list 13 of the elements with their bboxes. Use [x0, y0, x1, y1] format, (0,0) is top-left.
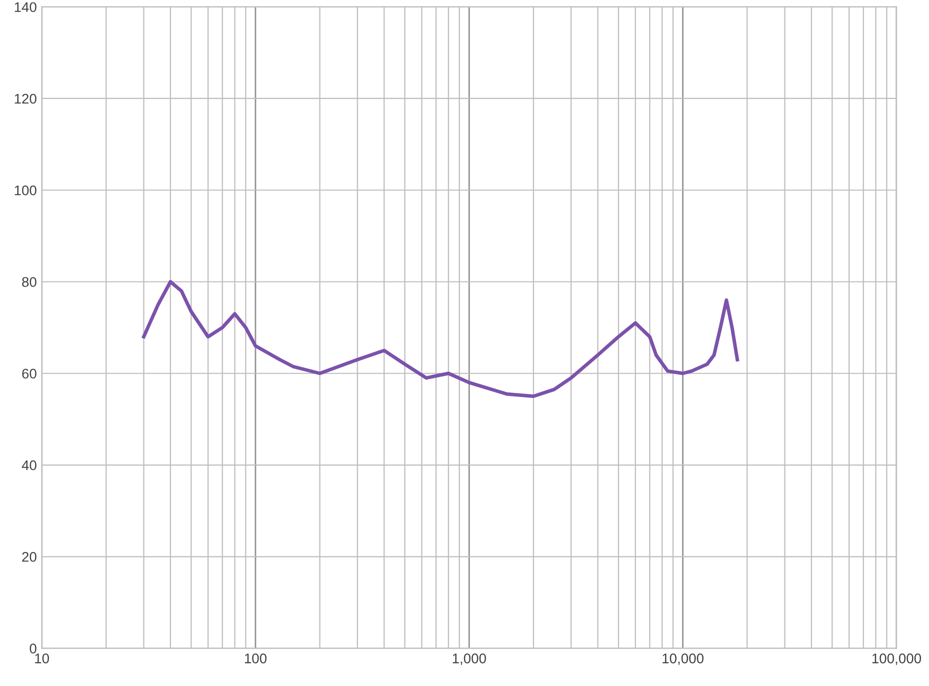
y-tick-label: 40	[22, 460, 36, 470]
y-tick-label: 0	[30, 644, 36, 654]
y-tick-label: 100	[14, 185, 36, 196]
y-tick-label: 120	[14, 94, 36, 104]
y-tick-label: 140	[14, 2, 36, 12]
x-tick-label: 100	[244, 654, 267, 664]
y-tick-label: 60	[22, 368, 36, 379]
x-tick-label: 10,000	[662, 654, 704, 665]
x-tick-label: 100,000	[872, 654, 922, 665]
y-tick-label: 80	[22, 277, 36, 287]
x-tick-label: 1,000	[452, 654, 486, 665]
y-tick-label: 20	[22, 552, 36, 562]
x-tick-label: 10	[35, 654, 49, 664]
